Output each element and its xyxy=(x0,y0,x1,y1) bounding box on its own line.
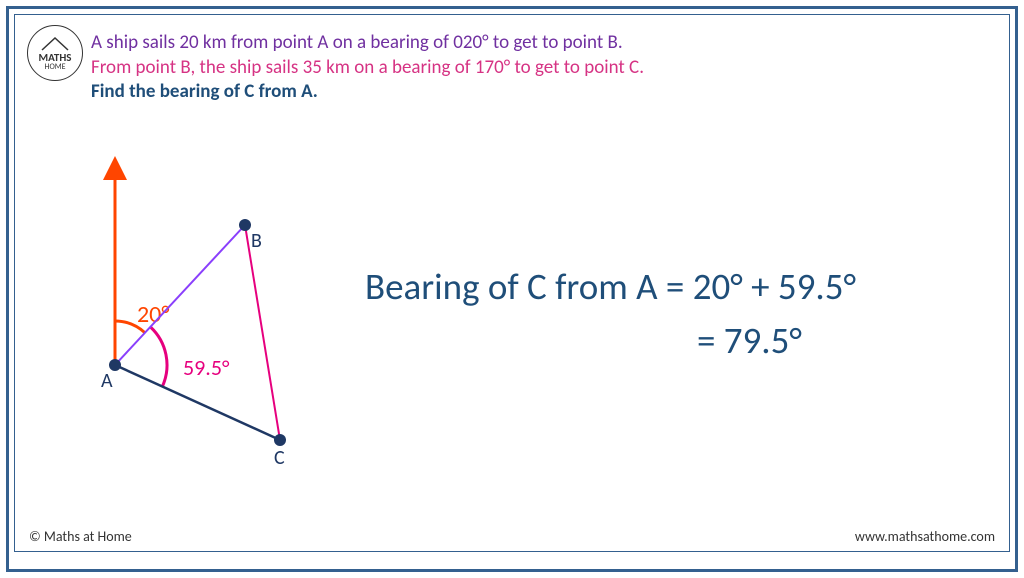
problem-line-3: Find the bearing of C from A. xyxy=(91,80,989,105)
house-roof-icon xyxy=(40,36,70,52)
bearing-diagram: 20°59.5°ABC xyxy=(55,145,355,485)
problem-line-1: A ship sails 20 km from point A on a bea… xyxy=(91,31,989,56)
answer-line-2: = 79.5° xyxy=(365,314,856,368)
footer-url: www.mathsathome.com xyxy=(855,528,995,545)
logo: MATHS HOME xyxy=(27,25,83,81)
answer-line-1: Bearing of C from A = 20° + 59.5° xyxy=(365,260,856,314)
svg-text:C: C xyxy=(274,446,285,470)
footer-copyright: © Maths at Home xyxy=(29,528,132,545)
svg-text:A: A xyxy=(101,369,113,393)
svg-text:59.5°: 59.5° xyxy=(183,354,230,381)
answer-text: Bearing of C from A = 20° + 59.5° = 79.5… xyxy=(365,260,856,367)
problem-text: A ship sails 20 km from point A on a bea… xyxy=(91,31,989,105)
svg-text:B: B xyxy=(251,229,262,253)
inner-frame: MATHS HOME A ship sails 20 km from point… xyxy=(14,14,1010,552)
logo-text-top: MATHS xyxy=(38,52,71,63)
problem-line-2: From point B, the ship sails 35 km on a … xyxy=(91,56,989,81)
logo-text-bottom: HOME xyxy=(44,63,65,71)
